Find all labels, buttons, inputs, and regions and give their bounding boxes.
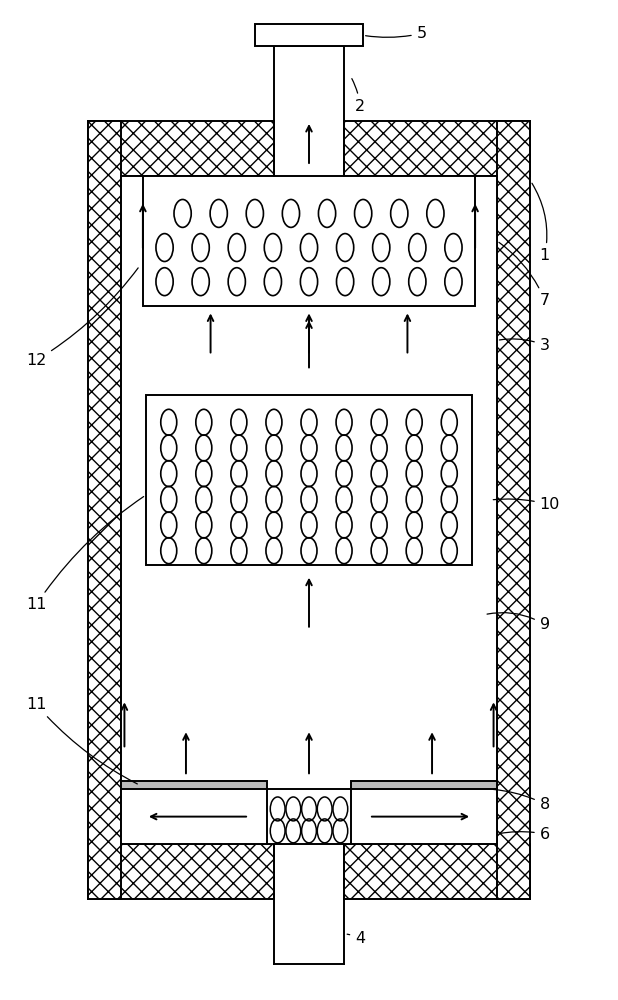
Bar [497,121,530,899]
Text: 3: 3 [499,338,549,353]
Bar [88,121,530,176]
Text: 12: 12 [26,268,138,368]
Text: 6: 6 [499,827,550,842]
Bar [268,789,350,844]
Bar [350,781,497,789]
Bar [88,844,530,899]
Text: 4: 4 [347,931,365,946]
Bar [274,844,344,964]
Text: 1: 1 [532,183,550,263]
Bar [146,395,472,565]
Text: 10: 10 [493,497,560,512]
Bar [255,24,363,46]
Bar [121,781,268,789]
Bar [121,176,497,844]
Text: 11: 11 [26,497,143,612]
Text: 8: 8 [493,789,550,812]
Bar [274,46,344,176]
Text: 9: 9 [487,613,550,632]
Text: 11: 11 [26,697,137,784]
Text: 7: 7 [499,242,550,308]
Bar [274,844,344,899]
Text: 2: 2 [352,79,365,114]
Bar [274,121,344,176]
Text: 5: 5 [366,26,427,41]
Bar [143,176,475,306]
Bar [88,121,121,899]
